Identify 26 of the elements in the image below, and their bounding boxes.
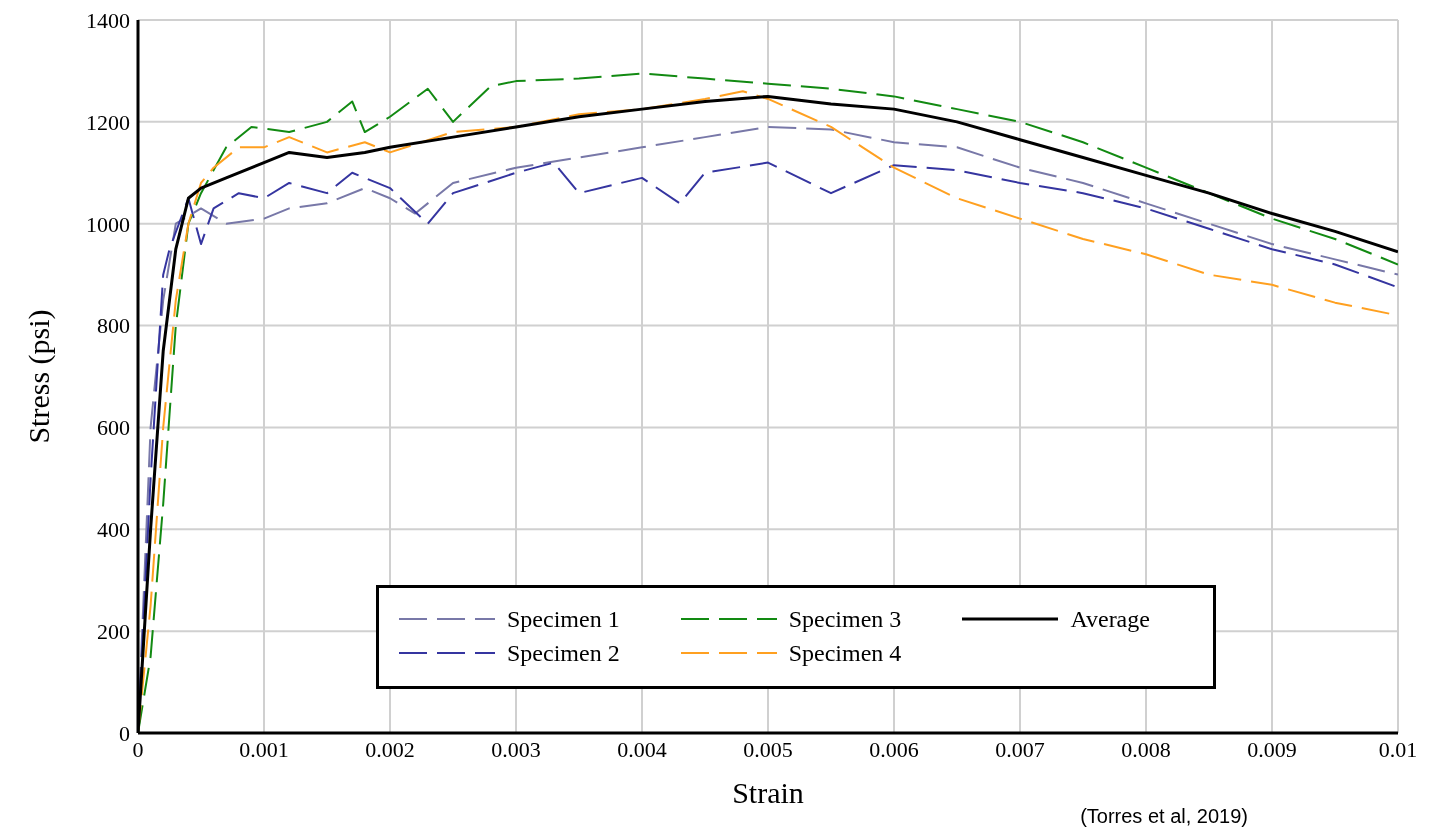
- y-tick-label: 0: [119, 720, 130, 746]
- y-tick-label: 1000: [86, 211, 130, 237]
- x-tick-label: 0.007: [995, 736, 1045, 762]
- legend-label: Specimen 2: [507, 639, 620, 667]
- legend-label: Specimen 1: [507, 605, 620, 633]
- x-tick-label: 0.004: [617, 736, 667, 762]
- x-axis-title: Strain: [732, 776, 804, 809]
- y-axis-title: Stress (psi): [21, 309, 56, 444]
- y-tick-label: 1200: [86, 109, 130, 135]
- y-tick-label: 600: [97, 415, 130, 441]
- legend-label: Specimen 3: [788, 605, 902, 633]
- x-tick-label: 0.009: [1247, 736, 1297, 762]
- x-tick-label: 0.003: [491, 736, 541, 762]
- x-tick-label: 0.005: [743, 736, 793, 762]
- y-tick-label: 800: [97, 313, 130, 339]
- text: (Torres et al, 2019): [1080, 805, 1248, 828]
- legend-label: Average: [1070, 605, 1150, 633]
- x-tick-label: 0.001: [239, 736, 289, 762]
- x-tick-label: 0.002: [365, 736, 415, 762]
- y-tick-label: 200: [97, 618, 130, 644]
- legend-label: Specimen 4: [788, 639, 902, 667]
- y-tick-label: 1400: [86, 7, 130, 33]
- x-tick-label: 0.01: [1378, 736, 1418, 762]
- x-tick-label: 0.006: [869, 736, 919, 762]
- x-tick-label: 0.008: [1121, 736, 1171, 762]
- y-tick-label: 400: [97, 517, 130, 543]
